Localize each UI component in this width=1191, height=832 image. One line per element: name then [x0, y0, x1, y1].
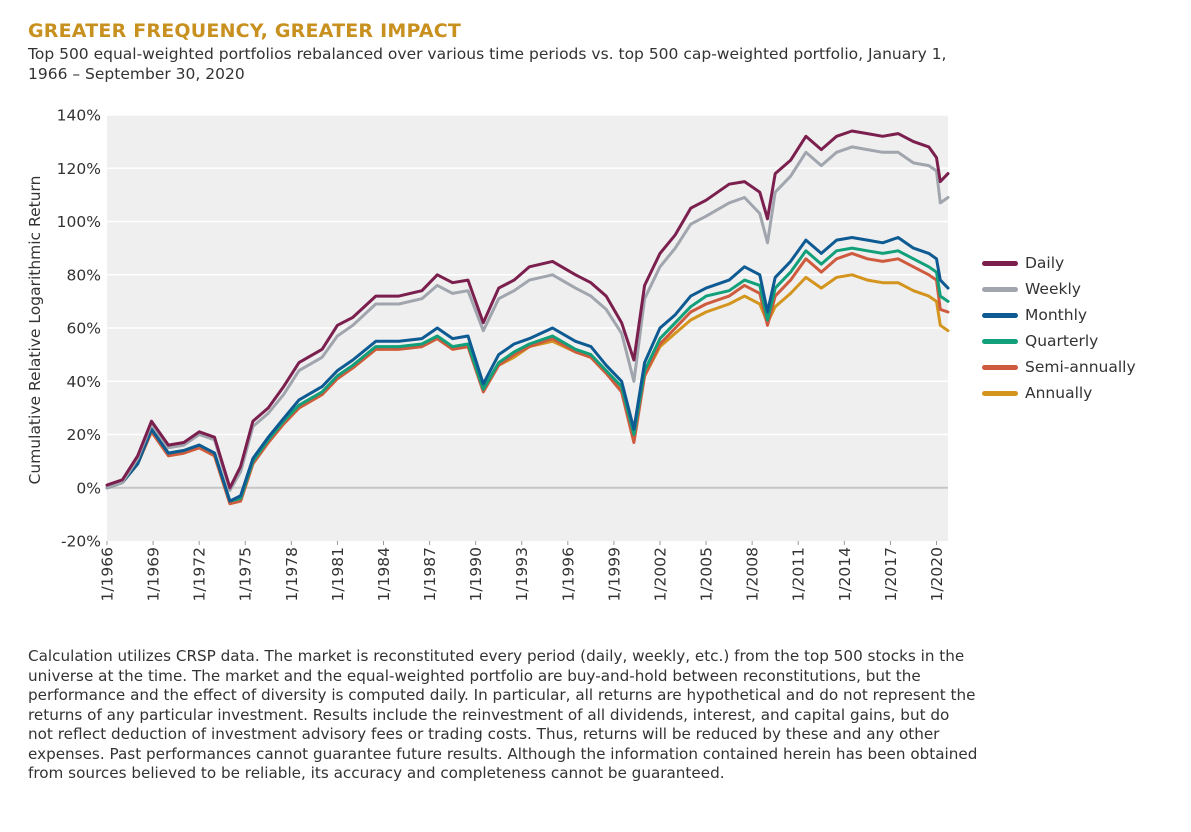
y-tick-label: 60%	[67, 320, 101, 338]
chart-subtitle: Top 500 equal-weighted portfolios rebala…	[28, 45, 947, 83]
line-chart: 140% 120% 100% 80% 60% 40% 20% 0% -20% Cumulative…	[26, 107, 950, 602]
legend-swatch	[982, 312, 1018, 318]
legend-label: Weekly	[1025, 280, 1081, 298]
x-tick-label: 1/1966	[99, 547, 117, 602]
chart-title: GREATER FREQUENCY, GREATER IMPACT	[28, 20, 462, 42]
x-tick-label: 1/1978	[283, 547, 301, 602]
legend-item-quarterly: Quarterly	[982, 328, 1136, 354]
y-tick-label: 140%	[57, 107, 101, 125]
series-line-monthly	[105, 236, 950, 503]
y-tick-label: -20%	[61, 533, 101, 551]
x-tick-label: 1/2002	[651, 547, 669, 602]
legend-label: Monthly	[1025, 306, 1088, 324]
legend-swatch	[982, 286, 1018, 292]
x-tick-label: 1/1981	[329, 547, 347, 602]
x-tick-label: 1/1972	[191, 547, 209, 602]
x-tick-label: 1/1999	[605, 547, 623, 602]
x-tick-label: 1/1987	[421, 547, 439, 602]
legend-item-annually: Annually	[982, 380, 1136, 406]
legend: Daily Weekly Monthly Quarterly Semi-annually…	[982, 250, 1136, 406]
x-tick-label: 1/1969	[145, 547, 163, 602]
legend-item-weekly: Weekly	[982, 276, 1136, 302]
legend-label: Daily	[1025, 254, 1065, 272]
x-tick-label: 1/1984	[375, 547, 393, 602]
x-tick-label: 1/2008	[744, 547, 762, 602]
legend-label: Semi-annually	[1025, 358, 1136, 376]
y-tick-label: 120%	[57, 160, 101, 178]
y-tick-label: 0%	[76, 479, 101, 497]
x-tick-label: 1/2014	[836, 547, 854, 602]
y-tick-label: 40%	[67, 373, 101, 391]
legend-item-monthly: Monthly	[982, 302, 1136, 328]
footnote: Calculation utilizes CRSP data. The mark…	[28, 647, 978, 782]
legend-swatch	[982, 338, 1018, 344]
legend-swatch	[982, 364, 1018, 370]
x-tick-label: 1/2020	[928, 547, 946, 602]
x-tick-label: 1/1990	[467, 547, 485, 602]
y-axis-title: Cumulative Relative Logarithmic Return	[26, 176, 44, 485]
x-tick-label: 1/1996	[559, 547, 577, 602]
legend-label: Annually	[1025, 384, 1093, 402]
legend-label: Quarterly	[1025, 332, 1099, 350]
x-tick-label: 1/1975	[237, 547, 255, 602]
x-tick-label: 1/1993	[513, 547, 531, 602]
legend-swatch	[982, 390, 1018, 396]
y-tick-label: 20%	[67, 426, 101, 444]
x-tick-label: 1/2011	[790, 547, 808, 602]
legend-swatch	[982, 260, 1018, 266]
legend-item-daily: Daily	[982, 250, 1136, 276]
series-group	[105, 129, 950, 506]
x-tick-label: 1/2005	[698, 547, 716, 602]
y-tick-label: 80%	[67, 266, 101, 284]
x-tick-label: 1/2017	[882, 547, 900, 602]
legend-item-semi-annually: Semi-annually	[982, 354, 1136, 380]
y-tick-label: 100%	[57, 213, 101, 231]
series-line-daily	[105, 129, 950, 490]
